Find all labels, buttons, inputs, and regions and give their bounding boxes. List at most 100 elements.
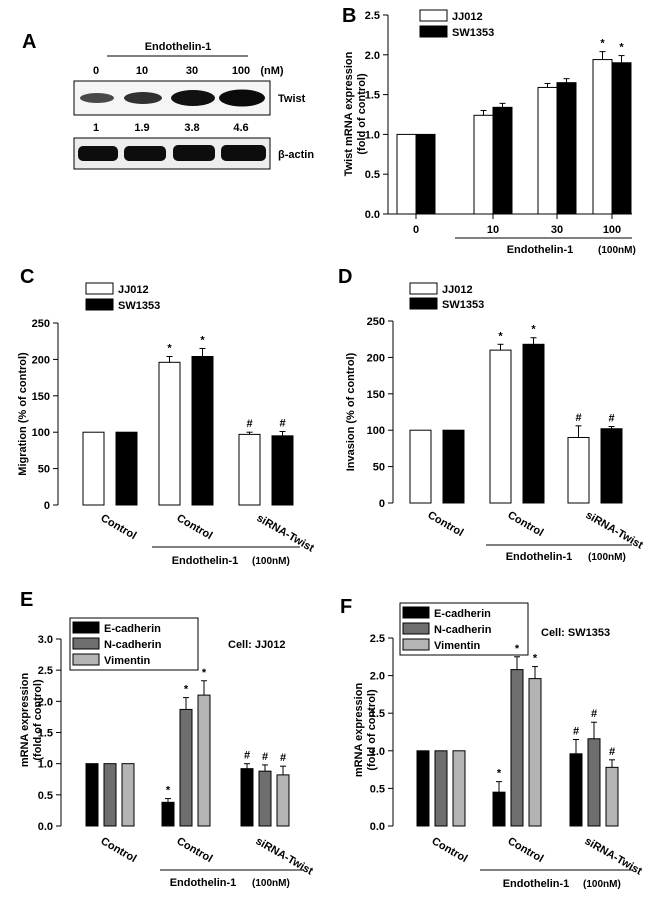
f-legend-label: E-cadherin	[434, 608, 491, 620]
c-y-tick-label: 150	[32, 391, 50, 403]
b-bar-sw1353	[492, 106, 513, 215]
e-bar-n-cadherin	[103, 763, 117, 827]
e-legend-label: Vimentin	[104, 655, 151, 667]
e-y-tick-label: 3.0	[38, 634, 53, 646]
actin-band-3	[173, 145, 215, 161]
blot-quant-1: 1	[93, 122, 99, 134]
e-bar-e-cadherin	[161, 801, 175, 827]
b-y-tick-label: 1.0	[365, 129, 380, 141]
d-bar-jj012	[409, 429, 432, 504]
chart-d: 0 50 100 150 200 250 Invasion (% of control) * *…	[345, 282, 645, 563]
f-bar-e-cadherin	[416, 750, 430, 827]
e-bar-vimentin	[121, 763, 135, 827]
c-y-tick-label: 50	[38, 464, 50, 476]
e-category-label: Control	[99, 835, 139, 865]
d-legend-label: JJ012	[442, 284, 473, 296]
f-legend-frame	[399, 602, 529, 656]
e-bar-n-cadherin	[179, 708, 193, 827]
c-category-label: siRNA-Twist	[255, 512, 317, 555]
twist-band-3	[171, 90, 215, 106]
panel-e-letter: E	[20, 589, 33, 611]
e-y-label-line: (fold of control)	[32, 679, 44, 761]
e-treatment-unit: (100nM)	[252, 878, 290, 889]
f-bar-vimentin	[452, 750, 466, 827]
d-bar-sw1353	[522, 343, 545, 504]
c-bar-sw1353	[191, 355, 214, 506]
f-legend-label: Vimentin	[434, 640, 481, 652]
b-bar-sw1353	[415, 133, 436, 215]
e-significance-mark: *	[202, 667, 207, 679]
e-significance-mark: #	[244, 750, 250, 762]
f-bar-n-cadherin	[510, 669, 524, 827]
c-category-label: Control	[99, 512, 139, 542]
d-bar-sw1353	[442, 429, 465, 504]
b-treatment-unit: (100nM)	[598, 245, 636, 256]
c-legend-swatch	[85, 282, 114, 295]
blot-treatment-label: Endothelin-1	[145, 41, 212, 53]
f-significance-mark: #	[591, 708, 597, 720]
c-y-tick-label: 0	[44, 500, 50, 512]
f-significance-mark: *	[533, 653, 538, 665]
d-category-label: Control	[506, 509, 546, 539]
e-category-label: Control	[175, 835, 215, 865]
c-significance-mark: #	[279, 417, 285, 429]
blot-quant-2: 1.9	[134, 122, 149, 134]
b-legend-swatch	[419, 25, 448, 38]
f-significance-mark: *	[515, 643, 520, 655]
blot-dose-10: 10	[136, 65, 148, 77]
actin-band-2	[124, 146, 166, 161]
d-y-tick-label: 50	[373, 462, 385, 474]
f-bar-e-cadherin	[569, 753, 583, 827]
e-significance-mark: *	[184, 684, 189, 696]
e-legend-label: E-cadherin	[104, 623, 161, 635]
f-significance-mark: #	[573, 726, 579, 738]
e-legend-swatch	[72, 653, 100, 666]
e-bar-e-cadherin	[240, 768, 254, 827]
b-y-tick-label: 1.5	[365, 90, 380, 102]
c-bar-jj012	[238, 433, 261, 506]
e-significance-mark: *	[166, 785, 171, 797]
actin-band-1	[78, 146, 118, 161]
c-bar-sw1353	[115, 431, 138, 506]
c-legend-label: JJ012	[118, 284, 149, 296]
c-category-label: Control	[175, 512, 215, 542]
c-treatment-label: Endothelin-1	[172, 555, 239, 567]
c-legend-swatch	[85, 298, 114, 311]
d-y-tick-label: 0	[379, 498, 385, 510]
f-cell-annotation: Cell: SW1353	[541, 627, 610, 639]
f-significance-mark: #	[609, 746, 615, 758]
d-bar-jj012	[489, 349, 512, 504]
f-bar-e-cadherin	[492, 791, 506, 827]
e-bar-n-cadherin	[258, 770, 272, 827]
d-legend-swatch	[409, 282, 438, 295]
d-y-tick-label: 100	[367, 425, 385, 437]
panel-f-letter: F	[340, 596, 352, 618]
b-legend-label: SW1353	[452, 27, 494, 39]
e-significance-mark: #	[280, 752, 286, 764]
f-y-tick-label: 1.5	[370, 708, 385, 720]
twist-band-4	[219, 89, 265, 107]
f-y-label-line: mRNA expression	[353, 683, 365, 778]
b-bar-jj012	[537, 86, 558, 215]
blot-quant-3: 3.8	[184, 122, 199, 134]
panel-a: A Endothelin-1 0 10 30 100 (nM) Twist 1 …	[22, 31, 314, 170]
e-y-tick-label: 1.0	[38, 759, 53, 771]
blot-dose-unit: (nM)	[260, 65, 284, 77]
f-category-label: siRNA-Twist	[583, 835, 645, 878]
b-bar-jj012	[396, 133, 417, 215]
b-legend-swatch	[419, 9, 448, 22]
b-significance-mark: *	[619, 42, 624, 54]
actin-band-4	[221, 145, 266, 161]
e-y-tick-label: 0.5	[38, 790, 53, 802]
b-category-label: 100	[603, 224, 621, 236]
f-bar-n-cadherin	[587, 738, 601, 827]
twist-band-2	[124, 92, 162, 104]
f-legend-swatch	[402, 606, 430, 619]
e-treatment-label: Endothelin-1	[170, 877, 237, 889]
e-legend-swatch	[72, 637, 100, 650]
e-legend-frame	[69, 617, 199, 671]
b-bar-sw1353	[556, 82, 577, 215]
b-y-label-line: Twist mRNA expression	[343, 51, 355, 176]
e-significance-mark: #	[262, 751, 268, 763]
